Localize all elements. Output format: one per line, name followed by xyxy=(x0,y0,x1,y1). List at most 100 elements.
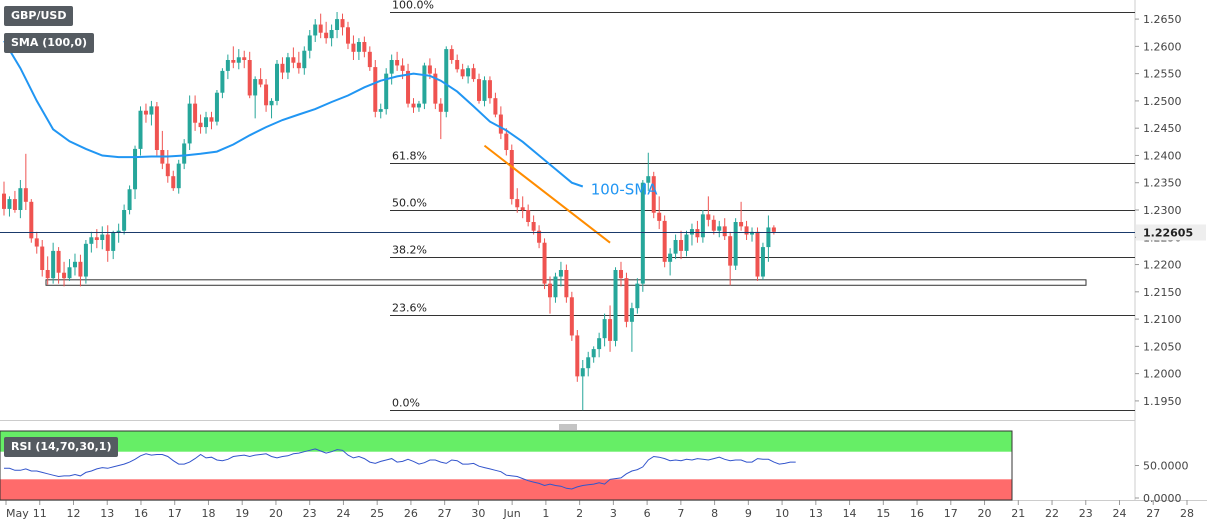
x-tick-label: 13 xyxy=(100,507,114,520)
rsi-oversold-zone xyxy=(0,479,1012,500)
x-tick-label: 19 xyxy=(235,507,249,520)
x-tick-label: 10 xyxy=(775,507,789,520)
symbol-tag[interactable]: GBP/USD xyxy=(4,6,74,26)
candle-body xyxy=(771,227,776,232)
candle-body xyxy=(7,199,12,209)
x-tick-label: 3 xyxy=(610,507,617,520)
candle-body xyxy=(618,270,623,279)
candle-body xyxy=(384,73,389,110)
candle-body xyxy=(94,237,99,240)
current-price-tag xyxy=(1136,224,1206,241)
x-tick-label: 1 xyxy=(542,507,549,520)
fib-level-label: 0.0% xyxy=(392,397,420,410)
candle-body xyxy=(569,297,574,336)
candle-body xyxy=(362,42,367,52)
candle-body xyxy=(302,50,307,69)
candle-body xyxy=(433,73,438,104)
candle-body xyxy=(640,182,645,284)
candle-body xyxy=(291,57,296,63)
candle-body xyxy=(438,103,443,112)
candle-body xyxy=(477,79,482,101)
y-tick-label: 1.2050 xyxy=(1143,340,1182,353)
x-tick-label: 30 xyxy=(471,507,485,520)
rsi-tick-label: 0.0000 xyxy=(1143,492,1182,505)
fib-level-label: 50.0% xyxy=(392,197,427,210)
y-tick-label: 1.2400 xyxy=(1143,149,1182,162)
candle-body xyxy=(171,176,176,189)
y-tick-label: 1.2600 xyxy=(1143,40,1182,53)
candle-body xyxy=(629,308,634,322)
candle-body xyxy=(40,246,45,270)
x-tick-label: 20 xyxy=(978,507,992,520)
candle-body xyxy=(340,19,345,28)
candle-body xyxy=(739,222,744,227)
candle-body xyxy=(187,103,192,144)
candle-body xyxy=(553,276,558,298)
candle-body xyxy=(345,27,350,44)
candle-body xyxy=(444,49,449,112)
candle-body xyxy=(176,163,181,189)
candle-body xyxy=(23,188,28,202)
x-tick-label: 24 xyxy=(336,507,350,520)
candle-body xyxy=(597,338,602,350)
candle-body xyxy=(198,122,203,128)
x-tick-label: 13 xyxy=(809,507,823,520)
candle-body xyxy=(18,188,23,210)
candle-body xyxy=(460,69,465,77)
y-tick-label: 1.2150 xyxy=(1143,286,1182,299)
candle-body xyxy=(624,278,629,322)
x-tick-label: 14 xyxy=(843,507,857,520)
current-price-value: 1.22605 xyxy=(1143,227,1193,240)
candle-body xyxy=(662,220,667,262)
candle-body xyxy=(356,42,361,52)
rsi-indicator-tag[interactable]: RSI (14,70,30,1) xyxy=(4,437,119,457)
candle-body xyxy=(335,19,340,30)
candle-body xyxy=(657,212,662,221)
candle-body xyxy=(427,65,432,74)
candle-body xyxy=(515,199,520,208)
candle-body xyxy=(422,65,427,104)
candle-body xyxy=(509,150,514,200)
x-tick-label: 21 xyxy=(1011,507,1025,520)
y-tick-label: 1.2300 xyxy=(1143,204,1182,217)
fib-level-label: 61.8% xyxy=(392,150,427,163)
candle-body xyxy=(318,24,323,33)
rsi-frame xyxy=(0,430,1013,501)
resistance-trendline xyxy=(483,144,611,244)
x-tick-label: 17 xyxy=(944,507,958,520)
x-tick-label: 8 xyxy=(711,507,718,520)
candle-body xyxy=(154,106,159,150)
candle-body xyxy=(269,100,274,106)
candle-body xyxy=(455,60,460,70)
x-tick-label: 16 xyxy=(134,507,148,520)
sma-indicator-tag[interactable]: SMA (100,0) xyxy=(4,33,95,53)
y-tick-label: 1.2450 xyxy=(1143,122,1182,135)
candle-body xyxy=(580,368,585,377)
candle-body xyxy=(29,201,34,239)
candle-body xyxy=(602,319,607,339)
y-tick-label: 1.2650 xyxy=(1143,13,1182,26)
x-tick-label: 16 xyxy=(910,507,924,520)
x-tick-label: 7 xyxy=(677,507,684,520)
x-tick-label: 12 xyxy=(66,507,80,520)
candle-body xyxy=(537,230,542,243)
candle-body xyxy=(750,231,755,235)
candle-body xyxy=(133,148,138,190)
rsi-overbought-zone xyxy=(0,431,1012,452)
candle-body xyxy=(351,43,356,52)
candle-body xyxy=(296,62,301,69)
candle-body xyxy=(733,222,738,266)
candle-body xyxy=(744,226,749,235)
candle-body xyxy=(83,243,88,277)
candle-body xyxy=(591,349,596,358)
candle-body xyxy=(225,60,230,71)
x-tick-label: 23 xyxy=(303,507,317,520)
sma-label: 100-SMA xyxy=(591,181,659,199)
candle-body xyxy=(378,109,383,112)
candle-body xyxy=(307,35,312,51)
y-tick-label: 1.2000 xyxy=(1143,368,1182,381)
x-tick-label: 27 xyxy=(1146,507,1160,520)
candle-body xyxy=(264,84,269,106)
